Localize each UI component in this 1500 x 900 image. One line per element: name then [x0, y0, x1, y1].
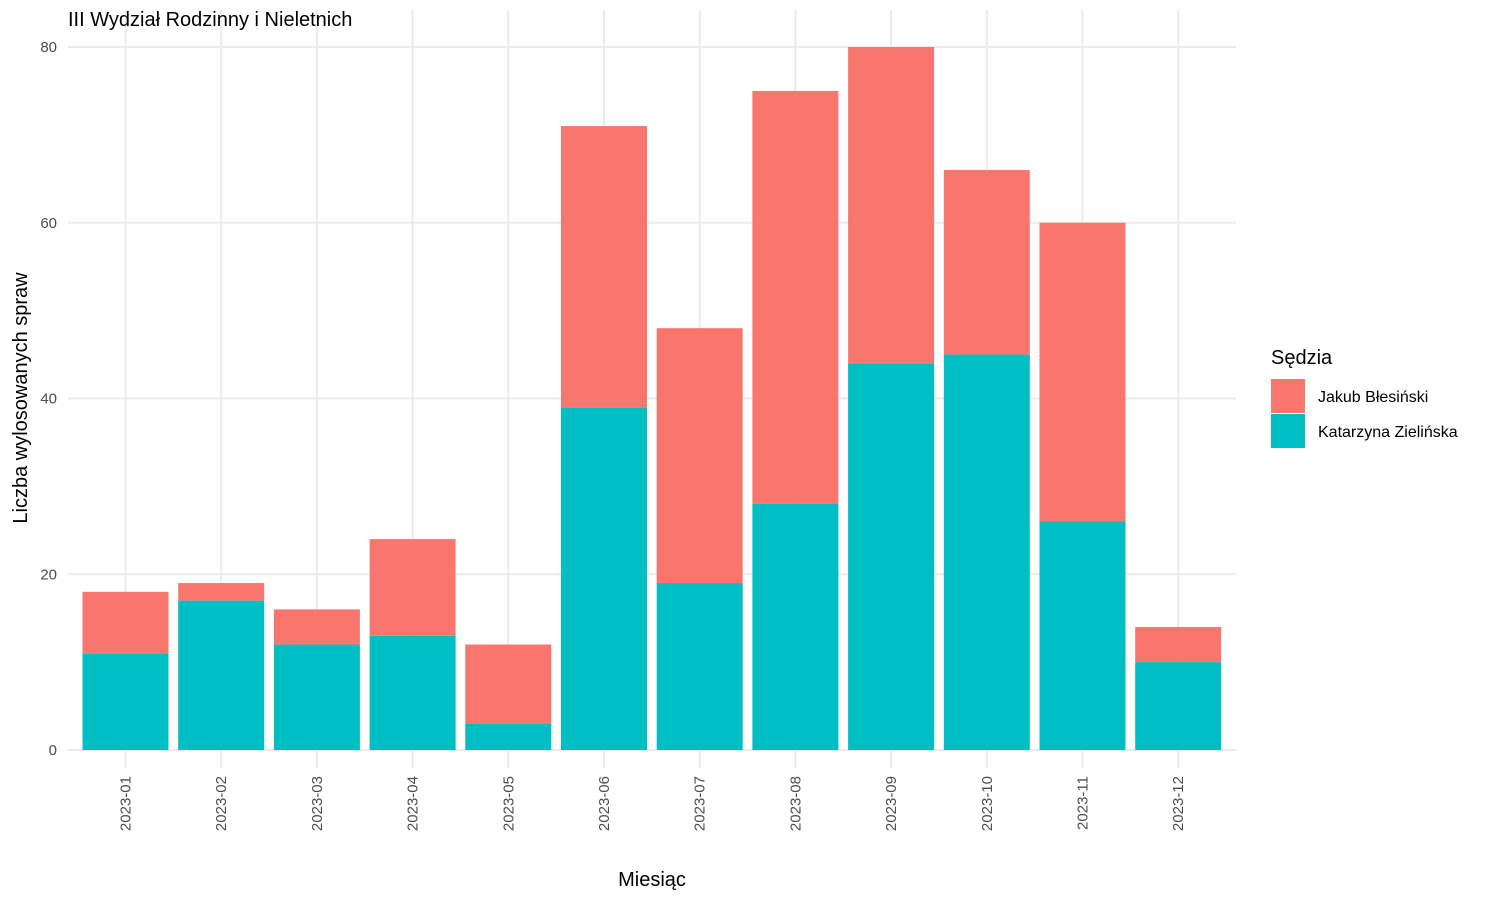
x-tick-label: 2023-01: [118, 776, 135, 831]
bar-segment: [178, 583, 265, 601]
x-tick-label: 2023-09: [883, 776, 900, 831]
bar-segment: [1135, 662, 1222, 750]
x-tick-label: 2023-12: [1170, 776, 1187, 831]
bars: [82, 47, 1222, 750]
x-tick-label: 2023-05: [500, 776, 517, 831]
x-tick-label: 2023-08: [787, 776, 804, 831]
x-axis-title: Miesiąc: [618, 869, 686, 891]
y-tick-label: 0: [49, 742, 57, 759]
bar-segment: [561, 126, 647, 408]
x-tick-label: 2023-10: [979, 776, 996, 831]
y-axis-title: Liczba wylosowanych spraw: [10, 272, 32, 524]
x-tick-label: 2023-03: [309, 776, 326, 831]
bar-segment: [561, 407, 647, 750]
bar-segment: [1039, 222, 1126, 522]
bar-segment: [82, 653, 169, 750]
bar-segment: [656, 583, 743, 750]
legend-items: Jakub Błesiński Katarzyna Zielińska: [1271, 379, 1458, 448]
bar-segment: [1135, 626, 1222, 663]
bar-segment: [178, 600, 265, 750]
chart-title: III Wydział Rodzinny i Nieletnich: [68, 9, 352, 31]
bar-segment: [465, 723, 552, 750]
bar-segment: [369, 635, 456, 750]
x-tick-label: 2023-02: [213, 776, 230, 831]
legend-label: Katarzyna Zielińska: [1318, 424, 1458, 441]
bar-segment: [1039, 521, 1126, 750]
y-tick-label: 40: [40, 391, 57, 408]
bar-segment: [943, 170, 1030, 355]
bar-segment: [465, 644, 552, 724]
legend: Sędzia Jakub Błesiński Katarzyna Zielińsk…: [1271, 347, 1458, 448]
x-tick-label: 2023-11: [1075, 776, 1092, 830]
legend-swatch: [1271, 379, 1305, 413]
x-tick-label: 2023-07: [692, 776, 709, 831]
y-axis-ticks: 0 20 40 60 80: [40, 39, 57, 759]
bar-segment: [848, 363, 935, 750]
bar-segment: [752, 503, 839, 750]
bar-segment: [752, 90, 839, 504]
bar-segment: [848, 47, 935, 364]
y-tick-label: 80: [40, 39, 57, 56]
bar-segment: [943, 354, 1030, 750]
y-tick-label: 20: [40, 566, 57, 583]
legend-swatch: [1271, 414, 1305, 448]
y-tick-label: 60: [40, 215, 57, 232]
bar-segment: [273, 609, 360, 645]
legend-title: Sędzia: [1271, 347, 1333, 369]
x-tick-label: 2023-06: [596, 776, 613, 831]
x-axis-ticks: 2023-01 2023-02 2023-03 2023-04 2023-05 2023-…: [118, 776, 1188, 831]
bar-segment: [273, 644, 360, 750]
x-tick-label: 2023-04: [405, 776, 422, 831]
bar-segment: [369, 539, 456, 636]
bar-segment: [656, 328, 743, 584]
bar-segment: [82, 591, 169, 654]
legend-label: Jakub Błesiński: [1318, 389, 1428, 406]
